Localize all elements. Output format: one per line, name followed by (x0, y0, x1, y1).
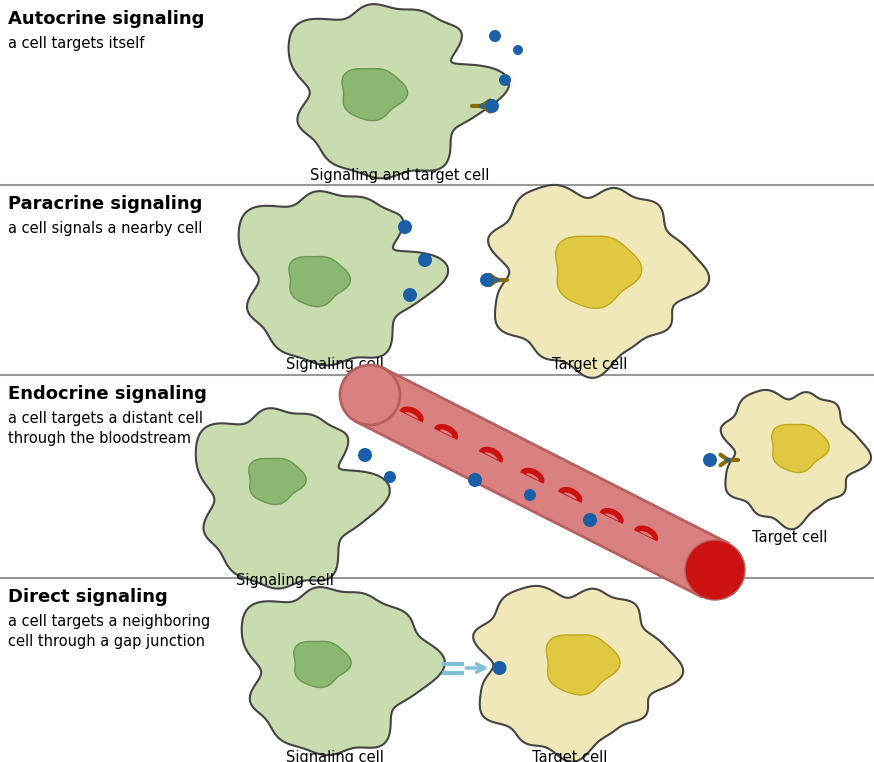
Text: a cell targets a distant cell
through the bloodstream: a cell targets a distant cell through th… (8, 411, 203, 446)
Text: Paracrine signaling: Paracrine signaling (8, 195, 203, 213)
Circle shape (725, 457, 731, 463)
Polygon shape (556, 236, 642, 309)
Text: a cell signals a nearby cell: a cell signals a nearby cell (8, 221, 203, 236)
Polygon shape (721, 390, 871, 530)
Circle shape (398, 220, 412, 234)
Text: Signaling cell: Signaling cell (286, 357, 384, 372)
Polygon shape (634, 526, 658, 542)
Polygon shape (558, 487, 582, 503)
Polygon shape (249, 459, 306, 504)
Circle shape (358, 448, 372, 462)
Text: Direct signaling: Direct signaling (8, 588, 168, 606)
Text: Signaling cell: Signaling cell (236, 573, 334, 588)
Polygon shape (772, 424, 829, 472)
Polygon shape (357, 368, 729, 597)
Circle shape (489, 30, 501, 42)
Circle shape (495, 277, 500, 283)
Polygon shape (239, 191, 448, 365)
Text: a cell targets a neighboring
cell through a gap junction: a cell targets a neighboring cell throug… (8, 614, 211, 648)
Polygon shape (546, 635, 620, 695)
Circle shape (468, 473, 482, 487)
Text: Endocrine signaling: Endocrine signaling (8, 385, 207, 403)
Circle shape (384, 471, 396, 483)
Text: Signaling cell: Signaling cell (286, 750, 384, 762)
Polygon shape (488, 185, 709, 378)
Circle shape (703, 453, 717, 467)
Circle shape (493, 661, 507, 675)
Circle shape (403, 288, 417, 302)
Circle shape (340, 365, 400, 425)
Text: Autocrine signaling: Autocrine signaling (8, 10, 205, 28)
Circle shape (479, 104, 485, 109)
Polygon shape (473, 586, 683, 762)
Circle shape (418, 253, 432, 267)
Polygon shape (289, 257, 350, 306)
Circle shape (524, 489, 536, 501)
Polygon shape (479, 447, 503, 463)
Circle shape (499, 74, 511, 86)
Text: Target cell: Target cell (532, 750, 607, 762)
Text: Target cell: Target cell (552, 357, 628, 372)
Polygon shape (342, 69, 407, 120)
Polygon shape (434, 424, 458, 440)
Polygon shape (242, 587, 445, 755)
Polygon shape (600, 508, 624, 524)
Polygon shape (196, 408, 390, 588)
Circle shape (485, 99, 499, 113)
Text: Target cell: Target cell (753, 530, 828, 545)
Text: Signaling and target cell: Signaling and target cell (310, 168, 489, 183)
Polygon shape (399, 406, 424, 422)
Circle shape (480, 273, 494, 287)
Polygon shape (520, 468, 545, 484)
Polygon shape (294, 642, 351, 687)
Circle shape (583, 513, 597, 527)
Text: a cell targets itself: a cell targets itself (8, 36, 144, 51)
Circle shape (513, 45, 523, 55)
Circle shape (685, 540, 745, 600)
Polygon shape (288, 4, 509, 178)
